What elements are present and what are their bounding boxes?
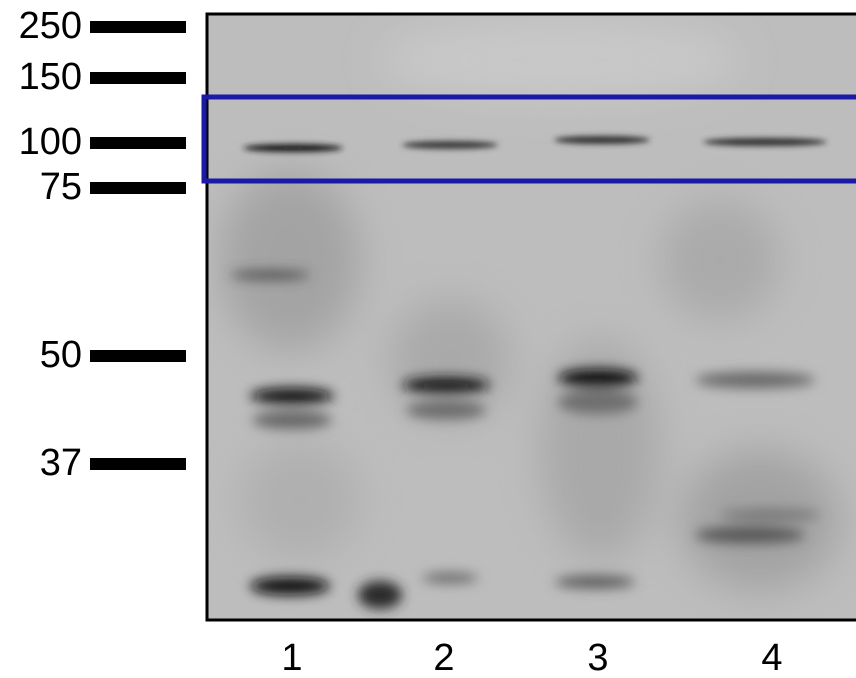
marker-bar xyxy=(90,72,186,84)
marker-label: 37 xyxy=(40,442,82,484)
lane-labels: 1 2 3 4 xyxy=(281,637,782,678)
marker-label: 50 xyxy=(40,334,82,376)
marker-bar xyxy=(90,458,186,470)
blot-membrane xyxy=(207,14,856,620)
marker-label: 150 xyxy=(19,56,82,98)
marker-bar xyxy=(90,137,186,149)
marker-label: 250 xyxy=(19,5,82,47)
lane-label: 3 xyxy=(587,637,608,678)
bands-100 xyxy=(243,136,827,152)
marker-label: 100 xyxy=(19,121,82,163)
bands-45 xyxy=(250,369,815,429)
bands-low xyxy=(230,271,820,609)
lane-label: 2 xyxy=(433,637,454,678)
marker-bar xyxy=(90,350,186,362)
blot-frame xyxy=(205,12,856,622)
highlight-box xyxy=(201,94,856,184)
marker-bar xyxy=(90,21,186,33)
marker-bar xyxy=(90,182,186,194)
lane-label: 1 xyxy=(281,637,302,678)
lane-label: 4 xyxy=(761,637,782,678)
marker-label: 75 xyxy=(40,166,82,208)
